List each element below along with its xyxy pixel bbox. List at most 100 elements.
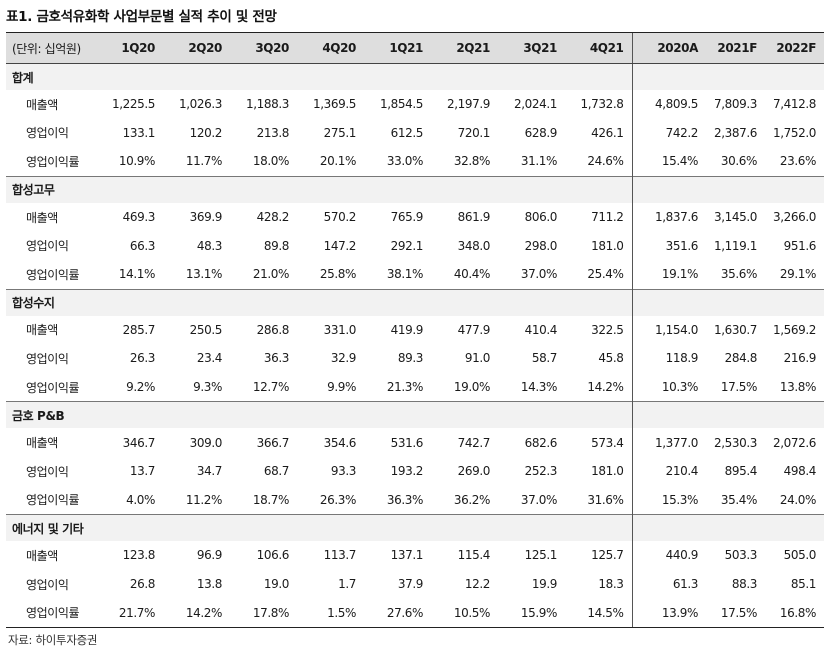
table-row: 매출액 1,225.5 1,026.3 1,188.3 1,369.5 1,854.5 2,… xyxy=(6,90,824,119)
row-label: 영업이익률 xyxy=(6,598,96,628)
table-cell: 366.7 xyxy=(256,435,290,450)
segment-header-row: 합계 xyxy=(6,63,824,90)
table-cell: 11.7% xyxy=(185,154,223,169)
table-cell: 106.6 xyxy=(256,548,290,563)
table-cell: 346.7 xyxy=(122,435,156,450)
table-cell: 85.1 xyxy=(790,577,817,592)
table-cell: 711.2 xyxy=(591,210,624,225)
table-cell: 440.9 xyxy=(631,541,706,570)
table-cell: 10.5% xyxy=(431,598,498,628)
table-cell: 322.5 xyxy=(591,322,624,337)
table-cell: 15.9% xyxy=(498,598,565,628)
table-cell: 7,412.8 xyxy=(772,97,816,112)
table-row: 영업이익률 9.2% 9.3% 12.7% 9.9% 21.3% 19.0% 14.3% 14.… xyxy=(6,372,824,402)
table-cell: 1,026.3 xyxy=(178,97,222,112)
table-cell: 17.8% xyxy=(230,598,297,628)
table-cell: 31.1% xyxy=(520,154,558,169)
table-cell: 503.3 xyxy=(724,548,758,563)
table-cell: 18.0% xyxy=(252,154,290,169)
table-cell: 40.4% xyxy=(453,267,491,282)
table-cell: 428.2 xyxy=(256,210,290,225)
table-cell: 720.1 xyxy=(457,125,491,140)
segment-name: 금호 P&B xyxy=(6,401,632,429)
table-cell: 612.5 xyxy=(390,125,424,140)
table-cell: 14.2% xyxy=(587,380,624,395)
segment-header-row: 에너지 및 기타 xyxy=(6,514,824,542)
table-cell: 23.6% xyxy=(779,154,817,169)
segment-annual-spacer xyxy=(631,401,824,429)
table-cell: 1,119.1 xyxy=(713,238,757,253)
table-cell: 2,072.6 xyxy=(772,435,816,450)
table-cell: 34.7 xyxy=(196,464,223,479)
table-cell: 89.8 xyxy=(263,238,290,253)
table-cell: 426.1 xyxy=(591,125,624,140)
segment-name: 합계 xyxy=(6,63,632,90)
table-cell: 15.3% xyxy=(631,485,706,515)
column-header: 1Q20 xyxy=(96,32,163,64)
table-cell: 14.2% xyxy=(163,598,230,628)
segment-name: 합성고무 xyxy=(6,175,632,203)
table-cell: 9.9% xyxy=(327,380,356,395)
table-cell: 25.4% xyxy=(587,267,624,282)
row-label: 매출액 xyxy=(26,436,58,451)
table-cell: 96.9 xyxy=(196,548,223,563)
segment-header-row: 합성수지 xyxy=(6,288,824,316)
segment-header-row: 합성고무 xyxy=(6,175,824,203)
table-cell: 14.5% xyxy=(565,598,632,628)
row-label: 영업이익 xyxy=(26,126,69,141)
table-cell: 17.5% xyxy=(706,598,765,628)
table-cell: 93.3 xyxy=(330,464,357,479)
table-cell: 48.3 xyxy=(196,238,223,253)
table-cell: 35.6% xyxy=(720,267,758,282)
table-cell: 1,630.7 xyxy=(713,322,757,337)
table-cell: 37.0% xyxy=(520,267,558,282)
table-cell: 125.1 xyxy=(524,548,558,563)
table-cell: 45.8 xyxy=(598,351,624,366)
table-cell: 18.3 xyxy=(598,577,624,592)
table-cell: 120.2 xyxy=(189,125,223,140)
table-cell: 37.0% xyxy=(520,492,558,507)
table-cell: 20.1% xyxy=(319,154,357,169)
table-cell: 66.3 xyxy=(129,238,156,253)
table-cell: 23.4 xyxy=(196,351,223,366)
table-cell: 19.1% xyxy=(631,259,706,290)
table-cell: 1.5% xyxy=(297,598,364,628)
table-title: 표1. 금호석유화학 사업부문별 실적 추이 및 전망 xyxy=(6,9,277,25)
table-cell: 570.2 xyxy=(323,210,357,225)
table-cell: 369.9 xyxy=(189,210,223,225)
segment-annual-spacer xyxy=(631,288,824,316)
table-cell: 2,024.1 xyxy=(513,97,557,112)
column-header: 4Q20 xyxy=(297,32,364,64)
financial-table: (단위: 십억원) 1Q20 2Q20 3Q20 4Q20 1Q21 2Q21 … xyxy=(6,32,824,628)
table-cell: 21.7% xyxy=(96,598,163,628)
table-cell: 213.8 xyxy=(256,125,290,140)
table-cell: 13.9% xyxy=(631,598,706,628)
table-cell: 32.9 xyxy=(330,351,357,366)
column-header: 3Q21 xyxy=(498,32,565,64)
table-cell: 18.7% xyxy=(252,492,290,507)
table-cell: 9.3% xyxy=(193,380,222,395)
table-cell: 181.0 xyxy=(591,238,624,253)
table-cell: 861.9 xyxy=(457,210,491,225)
table-cell: 113.7 xyxy=(323,548,357,563)
table-cell: 1,854.5 xyxy=(379,97,423,112)
table-cell: 469.3 xyxy=(122,210,156,225)
table-cell: 19.9 xyxy=(531,577,558,592)
column-header: 2Q20 xyxy=(163,32,230,64)
table-row: 영업이익률 21.7% 14.2% 17.8% 1.5% 27.6% 10.5% 15.9% 1… xyxy=(6,598,824,628)
table-cell: 765.9 xyxy=(390,210,424,225)
table-cell: 118.9 xyxy=(631,344,706,373)
row-label: 영업이익 xyxy=(26,351,69,366)
table-cell: 68.7 xyxy=(263,464,290,479)
table-cell: 89.3 xyxy=(397,351,424,366)
unit-label: (단위: 십억원) xyxy=(6,32,96,64)
table-row: 매출액 285.7 250.5 286.8 331.0 419.9 477.9 410.4 32… xyxy=(6,315,824,345)
column-header: 2022F xyxy=(765,32,824,64)
table-cell: 133.1 xyxy=(122,125,156,140)
table-cell: 1,569.2 xyxy=(772,322,816,337)
table-cell: 806.0 xyxy=(524,210,558,225)
table-cell: 12.2 xyxy=(464,577,491,592)
row-label: 매출액 xyxy=(26,548,58,563)
table-cell: 951.6 xyxy=(783,238,817,253)
table-cell: 137.1 xyxy=(390,548,424,563)
